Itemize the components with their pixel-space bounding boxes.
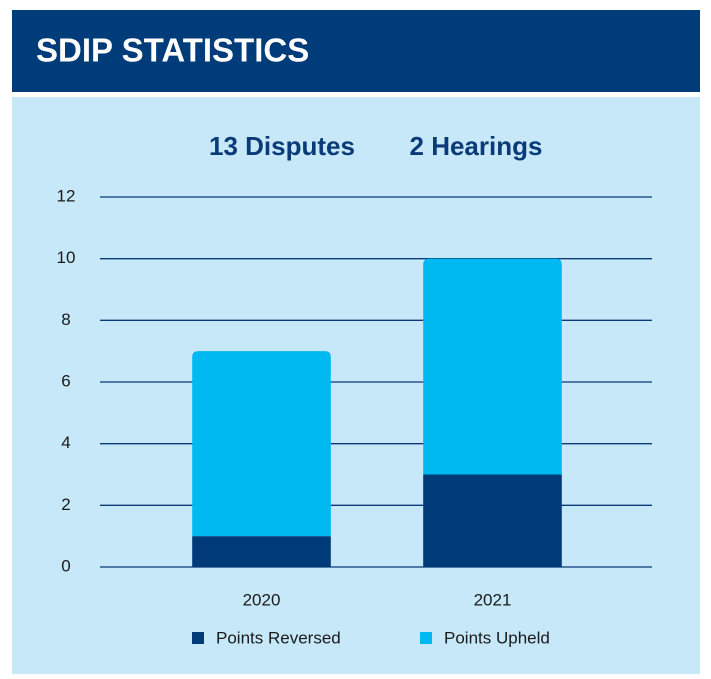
legend-swatch: [420, 632, 432, 644]
chart-title: SDIP STATISTICS: [36, 32, 309, 69]
bar-segment: [192, 536, 331, 567]
x-tick-label: 2020: [243, 590, 281, 609]
bar-segment: [423, 258, 562, 475]
y-tick-label: 0: [61, 556, 70, 575]
subtitle: 2 Hearings: [410, 131, 543, 161]
y-tick-label: 12: [57, 186, 76, 205]
subtitle: 13 Disputes: [209, 131, 355, 161]
y-tick-label: 10: [57, 248, 76, 267]
chart-panel: [12, 97, 700, 674]
y-tick-label: 4: [61, 433, 70, 452]
bar-segment: [192, 351, 331, 537]
x-tick-label: 2021: [474, 590, 512, 609]
y-tick-label: 2: [61, 495, 70, 514]
legend-label: Points Upheld: [444, 628, 550, 647]
header-band: [12, 10, 700, 92]
y-tick-label: 8: [61, 310, 70, 329]
legend-label: Points Reversed: [216, 628, 341, 647]
legend-swatch: [192, 632, 204, 644]
bar-segment: [423, 474, 562, 567]
y-tick-label: 6: [61, 371, 70, 390]
